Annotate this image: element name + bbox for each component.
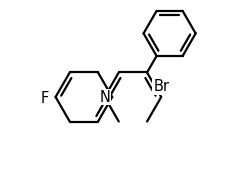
Text: F: F <box>41 91 49 107</box>
Text: N: N <box>99 89 110 105</box>
Text: Br: Br <box>153 79 169 94</box>
